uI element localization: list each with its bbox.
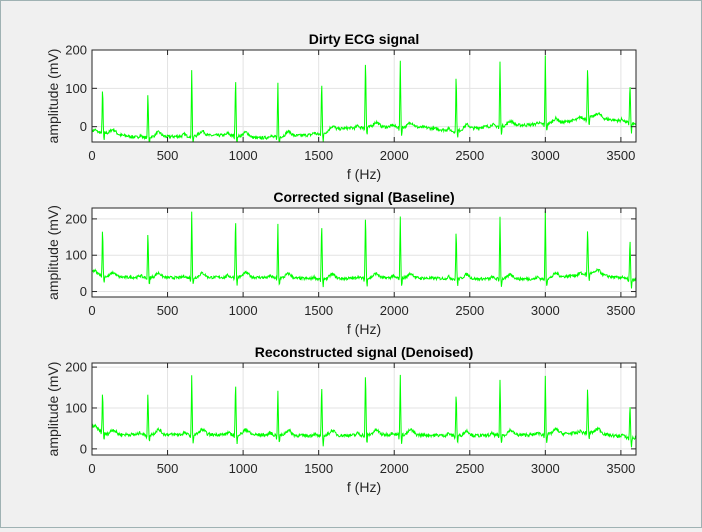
x-tick-label: 500 xyxy=(157,461,179,476)
x-tick-label: 500 xyxy=(157,148,179,163)
ecg-signal-line xyxy=(92,55,636,142)
x-tick-label: 2500 xyxy=(455,148,484,163)
x-tick-label: 1000 xyxy=(229,148,258,163)
subplot-1: 0 500 1000 1500 2000 2500 3000 3500 0 100 200 Dirty… xyxy=(45,31,637,182)
axes-box xyxy=(91,49,637,143)
y-tick-label: 0 xyxy=(80,284,87,299)
y-tick-label: 100 xyxy=(65,400,87,415)
y-axis-label: amplitude (mV) xyxy=(45,362,61,457)
subplot-3: 0 500 1000 1500 2000 2500 3000 3500 0 100 200 Recon… xyxy=(45,344,637,495)
y-axis-label: amplitude (mV) xyxy=(45,205,61,300)
y-tick-label: 0 xyxy=(80,441,87,456)
y-tick-label: 100 xyxy=(65,81,87,96)
y-tick-label: 200 xyxy=(65,211,87,226)
x-tick-label: 3500 xyxy=(606,148,635,163)
axes-background xyxy=(92,208,636,297)
y-axis-label: amplitude (mV) xyxy=(45,49,61,144)
x-tick-label: 2500 xyxy=(455,461,484,476)
axes-box xyxy=(91,362,637,456)
chart-title: Reconstructed signal (Denoised) xyxy=(255,344,474,360)
chart-title: Dirty ECG signal xyxy=(309,31,419,47)
x-tick-label: 3000 xyxy=(531,303,560,318)
x-tick-label: 0 xyxy=(88,461,95,476)
x-tick-label: 1000 xyxy=(229,303,258,318)
y-tick-label: 200 xyxy=(65,43,87,58)
x-tick-label: 2000 xyxy=(380,461,409,476)
chart-title: Corrected signal (Baseline) xyxy=(273,189,454,205)
axes-box xyxy=(91,207,637,298)
x-axis-label: f (Hz) xyxy=(347,479,381,495)
x-tick-label: 3500 xyxy=(606,461,635,476)
x-tick-label: 1500 xyxy=(304,148,333,163)
ecg-signal-line xyxy=(92,374,636,448)
y-tick-label: 200 xyxy=(65,360,87,375)
x-tick-label: 1500 xyxy=(304,461,333,476)
x-tick-label: 500 xyxy=(157,303,179,318)
x-tick-label: 2000 xyxy=(380,148,409,163)
axes-background xyxy=(92,363,636,455)
x-tick-label: 0 xyxy=(88,303,95,318)
x-tick-label: 3000 xyxy=(531,148,560,163)
x-tick-label: 2500 xyxy=(455,303,484,318)
x-tick-label: 3500 xyxy=(606,303,635,318)
subplot-2: 0 500 1000 1500 2000 2500 3000 3500 0 100 200 Corre… xyxy=(45,189,637,337)
x-tick-label: 3000 xyxy=(531,461,560,476)
x-tick-label: 1500 xyxy=(304,303,333,318)
x-axis-label: f (Hz) xyxy=(347,321,381,337)
x-axis-label: f (Hz) xyxy=(347,166,381,182)
x-tick-label: 0 xyxy=(88,148,95,163)
x-tick-label: 1000 xyxy=(229,461,258,476)
y-tick-label: 0 xyxy=(80,119,87,134)
y-tick-label: 100 xyxy=(65,248,87,263)
x-tick-label: 2000 xyxy=(380,303,409,318)
